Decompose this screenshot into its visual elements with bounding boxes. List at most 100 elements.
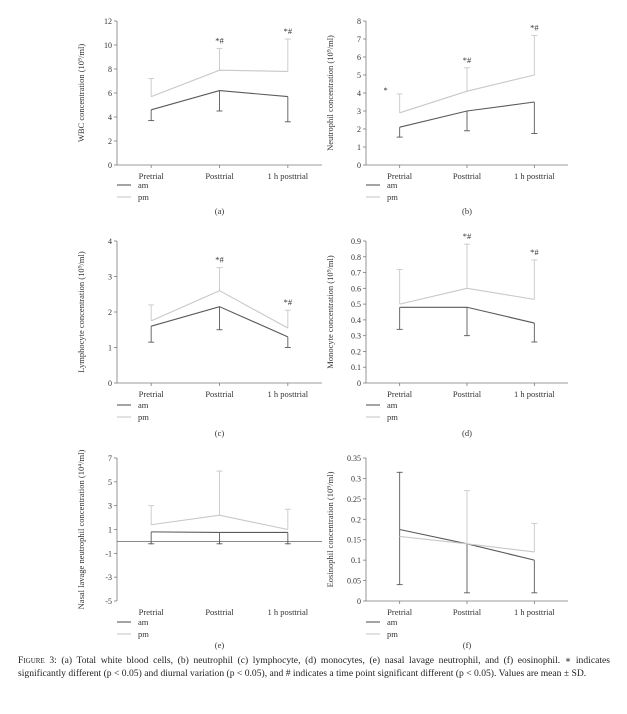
legend-label-am: am xyxy=(387,400,398,410)
y-tick-label: 1 xyxy=(357,143,361,152)
y-tick-label: -5 xyxy=(105,597,112,606)
panel-label: (b) xyxy=(462,206,472,216)
y-tick-label: 0.9 xyxy=(351,237,361,246)
significance-mark: *# xyxy=(463,55,472,65)
legend-label-pm: pm xyxy=(387,412,398,422)
legend-label-am: am xyxy=(138,617,149,627)
y-axis-title: WBC concentration (10⁹/ml) xyxy=(76,44,86,142)
series-line-pm xyxy=(399,287,535,305)
y-tick-label: 2 xyxy=(357,125,361,134)
y-tick-label: 1 xyxy=(108,526,112,535)
y-tick-label: 6 xyxy=(357,53,361,62)
y-tick-label: 0.15 xyxy=(347,536,361,545)
x-tick-label: Pretrial xyxy=(139,171,165,181)
caption-text: (a) Total white blood cells, (b) neutrop… xyxy=(18,655,610,679)
legend-label-pm: pm xyxy=(387,629,398,639)
x-tick-label: 1 h posttrial xyxy=(268,389,309,399)
y-tick-label: 12 xyxy=(104,17,112,26)
y-tick-label: 0.05 xyxy=(347,577,361,586)
series-line-pm xyxy=(151,514,288,531)
y-tick-label: 1 xyxy=(108,344,112,353)
x-tick-label: Posttrial xyxy=(453,607,482,617)
significance-mark: *# xyxy=(284,26,293,36)
x-tick-label: Pretrial xyxy=(387,171,413,181)
series-line-am xyxy=(151,531,288,534)
significance-mark: *# xyxy=(215,255,224,265)
y-tick-label: 0.1 xyxy=(351,363,361,372)
y-tick-label: 2 xyxy=(108,137,112,146)
x-tick-label: Posttrial xyxy=(205,171,234,181)
x-tick-label: Pretrial xyxy=(139,389,165,399)
x-tick-label: 1 h posttrial xyxy=(514,389,555,399)
panel-label: (e) xyxy=(215,640,225,650)
chart-panel-d: 0 0.1 0.2 0.3 0.4 0.5 0.6 0.7 0.8 0.9 Pretrial Post… xyxy=(325,231,568,438)
caption-label: Figure 3: xyxy=(18,655,57,666)
x-tick-label: Pretrial xyxy=(139,607,165,617)
y-tick-label: 0 xyxy=(108,161,112,170)
panel-label: (a) xyxy=(215,206,225,216)
y-tick-label: 0.2 xyxy=(351,347,361,356)
panel-label: (c) xyxy=(215,428,225,438)
x-tick-label: Pretrial xyxy=(387,389,413,399)
y-tick-label: 4 xyxy=(108,113,112,122)
y-tick-label: 0.5 xyxy=(351,300,361,309)
panel-label: (f) xyxy=(463,640,472,650)
y-tick-label: 0.6 xyxy=(351,284,361,293)
y-tick-label: 6 xyxy=(108,89,112,98)
significance-mark: * xyxy=(384,85,388,95)
y-tick-label: 7 xyxy=(108,454,112,463)
y-axis-title: Monocyte concentration (10⁹/ml) xyxy=(325,255,335,369)
x-tick-label: 1 h posttrial xyxy=(514,607,555,617)
x-tick-label: Posttrial xyxy=(205,389,234,399)
y-tick-label: 0.35 xyxy=(347,454,361,463)
significance-mark: *# xyxy=(530,247,539,257)
x-tick-label: 1 h posttrial xyxy=(268,171,309,181)
chart-panel-e: -5 -3 -1 1 3 5 7 Pretrial Posttrial 1 h posttrial… xyxy=(76,449,322,650)
y-tick-label: 8 xyxy=(357,17,361,26)
y-tick-label: 0.1 xyxy=(351,556,361,565)
y-axis-title: Lymphocyte concentration (10⁹/ml) xyxy=(76,251,86,373)
x-tick-label: Posttrial xyxy=(205,607,234,617)
x-tick-label: 1 h posttrial xyxy=(268,607,309,617)
significance-mark: *# xyxy=(530,22,539,32)
legend-label-am: am xyxy=(387,617,398,627)
y-tick-label: -3 xyxy=(105,573,112,582)
chart-panel-c: 0 1 2 3 4 Pretrial Posttrial 1 h posttrial Lymph… xyxy=(76,237,322,438)
y-tick-label: 0.7 xyxy=(351,269,361,278)
y-tick-label: 0.4 xyxy=(351,316,361,325)
y-tick-label: 5 xyxy=(357,71,361,80)
chart-panel-f: 0 0.05 0.1 0.15 0.2 0.25 0.3 0.35 Pretrial Posttr… xyxy=(325,454,568,650)
significance-mark: *# xyxy=(215,36,224,46)
x-tick-label: 1 h posttrial xyxy=(514,171,555,181)
legend-label-am: am xyxy=(138,400,149,410)
legend-label-pm: pm xyxy=(138,192,149,202)
y-tick-label: 0.2 xyxy=(351,515,361,524)
y-tick-label: 0.3 xyxy=(351,332,361,341)
y-tick-label: 0.25 xyxy=(347,495,361,504)
figure-caption: Figure 3: (a) Total white blood cells, (… xyxy=(18,654,610,680)
y-axis-title: Neutrophil concentration (10⁹/ml) xyxy=(325,35,335,151)
y-tick-label: 0 xyxy=(357,597,361,606)
significance-mark: *# xyxy=(463,231,472,241)
y-tick-label: -1 xyxy=(105,549,112,558)
y-tick-label: 3 xyxy=(108,502,112,511)
significance-mark: *# xyxy=(284,297,293,307)
legend-label-pm: pm xyxy=(138,412,149,422)
y-tick-label: 2 xyxy=(108,308,112,317)
x-tick-label: Posttrial xyxy=(453,389,482,399)
y-tick-label: 4 xyxy=(357,89,361,98)
y-tick-label: 0.3 xyxy=(351,474,361,483)
y-axis-title: Nasal lavage neutrophil concentration (1… xyxy=(76,449,86,609)
y-tick-label: 4 xyxy=(108,237,112,246)
legend-label-am: am xyxy=(387,180,398,190)
y-tick-label: 10 xyxy=(104,41,112,50)
y-tick-label: 3 xyxy=(108,273,112,282)
y-tick-label: 3 xyxy=(357,107,361,116)
chart-panel-a: 0 2 4 6 8 10 12 Pretrial Posttrial 1 h posttrial W… xyxy=(76,17,322,216)
legend-label-pm: pm xyxy=(138,629,149,639)
y-tick-label: 8 xyxy=(108,65,112,74)
y-tick-label: 0.8 xyxy=(351,253,361,262)
legend-label-am: am xyxy=(138,180,149,190)
y-tick-label: 5 xyxy=(108,478,112,487)
x-tick-label: Pretrial xyxy=(387,607,413,617)
